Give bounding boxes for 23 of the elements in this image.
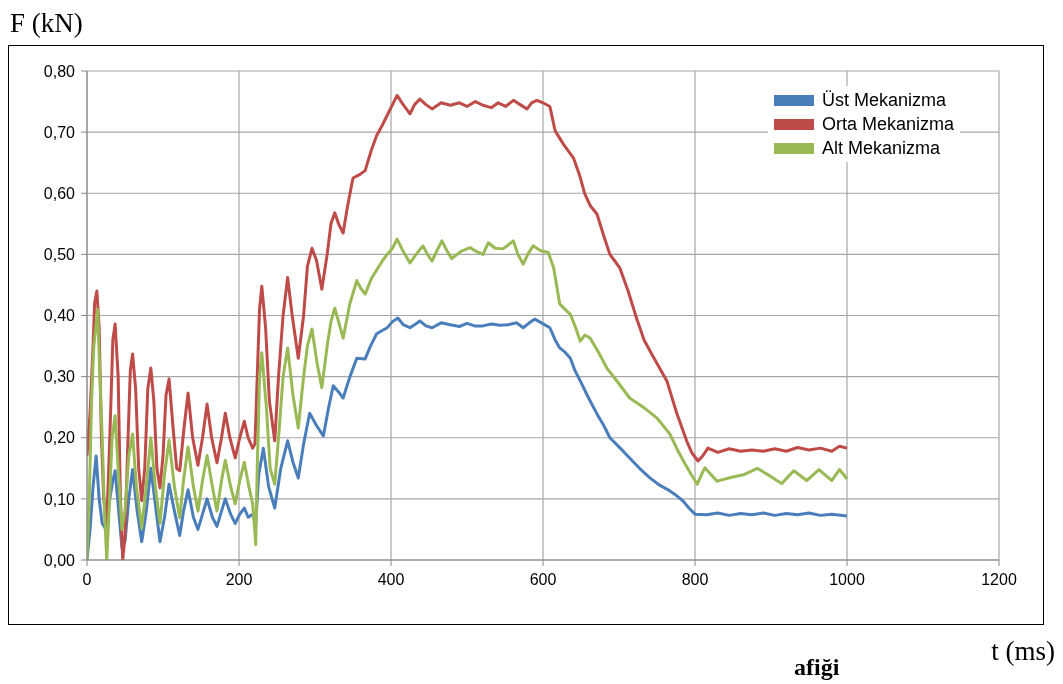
y-tick-label: 0,60 xyxy=(43,184,76,202)
x-tick-label: 600 xyxy=(529,571,557,589)
y-tick-label: 0,00 xyxy=(43,551,76,569)
line-series xyxy=(87,237,849,560)
y-tick-label: 0,30 xyxy=(43,368,76,386)
y-axis-title: F (kN) xyxy=(10,8,83,39)
y-tick-label: 0,40 xyxy=(43,307,76,325)
text: afiği xyxy=(794,654,840,681)
legend-label: Orta Mekanizma xyxy=(822,113,955,136)
y-tick-label: 0,70 xyxy=(43,123,76,141)
legend-label: Alt Mekanizma xyxy=(822,137,941,160)
y-tick-label: 0,20 xyxy=(43,429,76,447)
x-tick-label: 200 xyxy=(225,571,253,589)
x-tick-label: 1200 xyxy=(981,571,1017,589)
x-tick-label: 1000 xyxy=(829,571,865,589)
x-axis-title: t (ms) xyxy=(991,636,1055,667)
y-tick-label: 0,50 xyxy=(43,246,76,264)
x-tick-label: 400 xyxy=(377,571,405,589)
y-tick-label: 0,10 xyxy=(43,490,76,508)
x-tick-label: 800 xyxy=(681,571,709,589)
legend-label: Üst Mekanizma xyxy=(822,89,947,112)
y-tick-label: 0,80 xyxy=(43,62,76,80)
x-tick-label: 0 xyxy=(82,571,92,589)
